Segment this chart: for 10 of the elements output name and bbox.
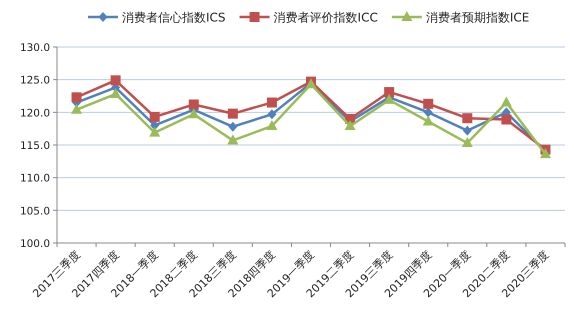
legend-label: 消费者信心指数ICS: [122, 10, 226, 24]
y-tick-label: 110.0: [20, 172, 50, 185]
y-tick-label: 120.0: [20, 107, 50, 120]
y-tick-label: 125.0: [20, 74, 50, 87]
legend-label: 消费者预期指数ICE: [426, 10, 530, 24]
y-tick-label: 130.0: [20, 42, 50, 54]
y-tick-label: 105.0: [20, 205, 50, 218]
legend-label: 消费者评价指数ICC: [274, 10, 378, 24]
y-tick-label: 115.0: [20, 140, 50, 152]
y-tick-label: 100.0: [20, 238, 50, 250]
